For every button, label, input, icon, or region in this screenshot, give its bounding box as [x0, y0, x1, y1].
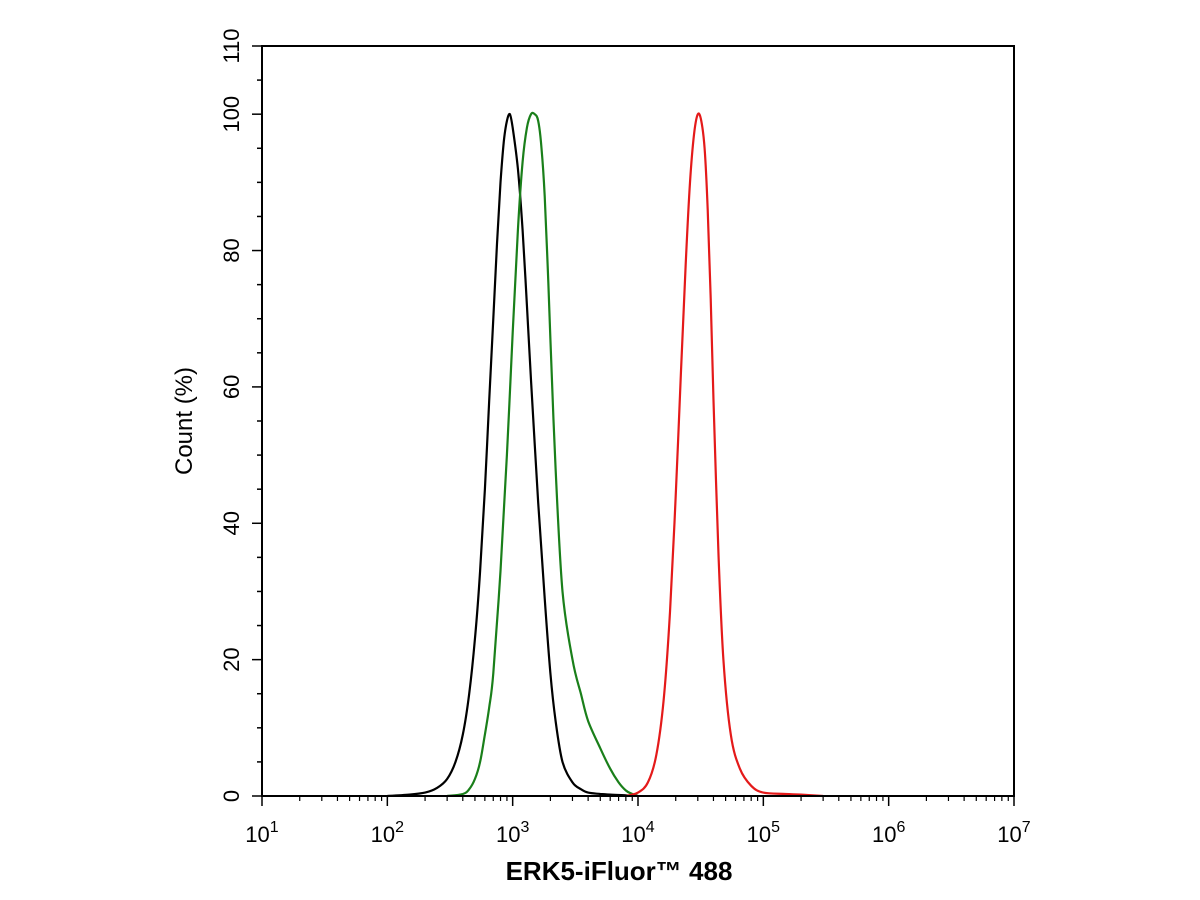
x-tick-label: 103 [496, 819, 529, 847]
y-tick-label: 100 [219, 96, 244, 133]
y-tick-label: 0 [219, 790, 244, 802]
y-tick-label: 20 [219, 647, 244, 671]
y-tick-label: 60 [219, 375, 244, 399]
x-axis-ticks: 101 102 103 104 105 106 107 [245, 796, 1031, 847]
series-layer [387, 111, 824, 798]
y-axis-ticks: 0 20 40 60 80 100 110 [219, 28, 262, 802]
x-tick-label: 101 [245, 819, 278, 847]
x-tick-label: 102 [371, 819, 404, 847]
x-axis-title: ERK5-iFluor™ 488 [506, 856, 733, 886]
y-axis-title: Count (%) [171, 367, 198, 475]
x-tick-label: 105 [747, 819, 780, 847]
x-tick-label: 107 [997, 819, 1030, 847]
series-line-3 [625, 112, 824, 798]
plot-frame [261, 45, 1015, 797]
y-tick-label: 40 [219, 511, 244, 535]
x-tick-label: 104 [621, 819, 654, 847]
series-line-1 [387, 112, 639, 798]
y-tick-label: 80 [219, 238, 244, 262]
x-tick-label: 106 [872, 819, 905, 847]
y-tick-label: 110 [219, 28, 244, 63]
series-line-2 [446, 111, 639, 798]
